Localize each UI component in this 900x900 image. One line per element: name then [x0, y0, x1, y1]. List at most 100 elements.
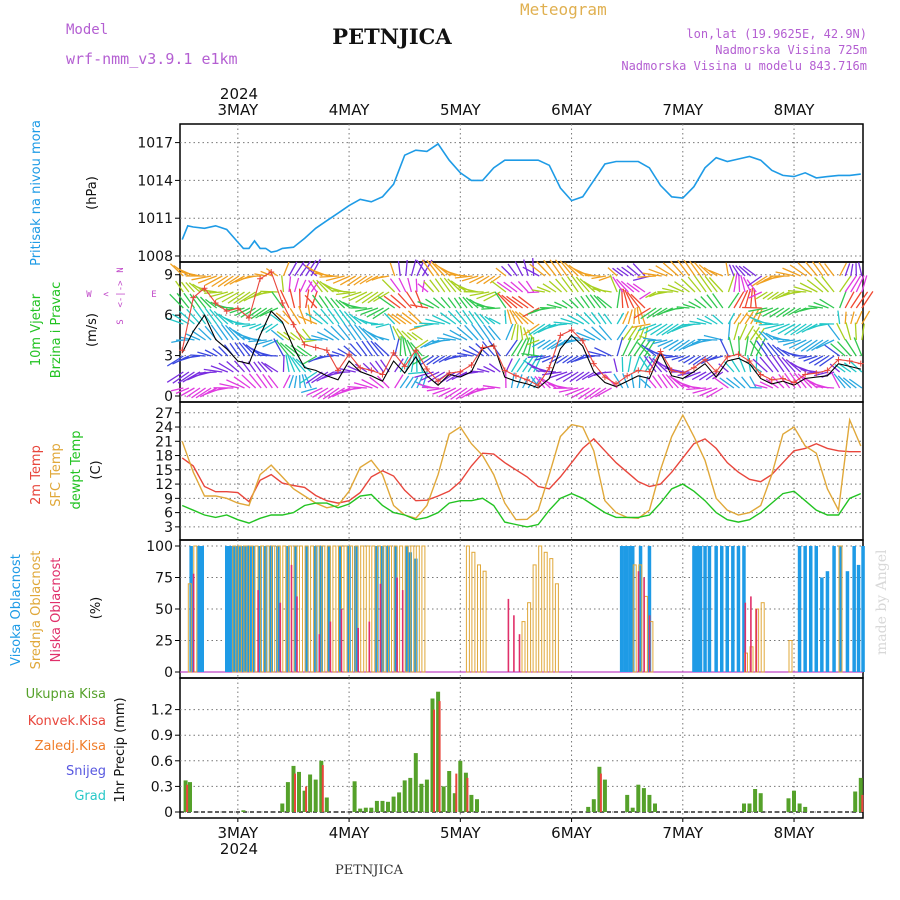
wind-arrow: [837, 341, 852, 357]
wind-arrow: [510, 338, 523, 357]
wind-arrow: [633, 325, 642, 341]
wind-arrow: [808, 355, 824, 364]
wind-arrow: [483, 275, 496, 285]
gust-marker: [791, 379, 798, 386]
wind-arrow: [218, 362, 234, 373]
wind-arrow: [456, 326, 473, 341]
mid-cloud-bar: [310, 545, 315, 673]
wind-arrow: [370, 340, 385, 357]
convective-rain-bar: [599, 773, 602, 812]
wind-arrow: [204, 307, 218, 325]
wind-arrow: [692, 387, 712, 394]
precip-legend-3: Snijeg: [66, 764, 106, 779]
wind-arrow: [546, 303, 562, 309]
wind-arrow: [370, 323, 384, 326]
y-tick-label: 0: [164, 805, 173, 821]
high-cloud-bar: [228, 546, 232, 672]
wind-arrow: [713, 376, 729, 389]
high-cloud-bar: [380, 546, 385, 672]
wind-arrow: [406, 339, 418, 357]
wind-arrow: [457, 352, 473, 357]
wind-arrow: [839, 262, 847, 277]
wind-arrow: [556, 355, 568, 364]
wind-arrow: [367, 291, 384, 304]
mid-cloud-bar: [404, 545, 409, 673]
day-label-bottom: 6MAY: [551, 824, 593, 842]
wind-arrow: [199, 387, 218, 398]
day-label-top: 7MAY: [662, 101, 704, 119]
wind-arrow: [570, 355, 585, 364]
high-cloud-bar: [238, 546, 242, 672]
wind-arrow: [310, 280, 320, 293]
wind-arrow: [304, 294, 318, 309]
total-rain-bar: [586, 806, 591, 812]
wind-arrow: [562, 371, 579, 383]
pressure-unit-label: (hPa): [85, 176, 100, 210]
wind-arrow: [800, 339, 818, 352]
low-cloud-bar: [357, 627, 359, 672]
gust-marker: [234, 305, 241, 312]
wind-arrow: [490, 280, 507, 293]
y-tick-label: 9: [164, 268, 173, 284]
wind-arrow: [861, 323, 865, 341]
wind-arrow: [811, 339, 829, 351]
total-rain-bar: [363, 807, 368, 812]
wind-arrow: [398, 277, 407, 293]
wind-arrow: [747, 275, 763, 287]
wind-arrow: [299, 371, 318, 384]
y-tick-label: 18: [155, 449, 173, 465]
wind-arrow: [343, 310, 357, 325]
wind-arrow: [800, 368, 818, 373]
wind-arrow: [838, 363, 852, 373]
wind-arrow: [468, 345, 485, 357]
wind-arrow: [718, 363, 729, 373]
wind-arrow: [463, 371, 479, 375]
wind-arrow: [652, 307, 668, 318]
wind-arrow: [374, 342, 390, 357]
total-rain-bar: [447, 771, 452, 812]
wind-arrow: [416, 339, 429, 349]
page-title: PETNJICA: [332, 24, 452, 49]
wind-arrow: [523, 323, 540, 336]
wind-arrow: [855, 275, 865, 293]
gust-marker: [390, 349, 397, 356]
gust-marker: [802, 371, 809, 378]
wind-arrow: [416, 260, 429, 277]
wind-arrow: [613, 358, 618, 373]
wind-arrow: [347, 386, 367, 389]
wind-arrow: [312, 310, 329, 325]
wind-arrow: [631, 323, 651, 329]
wind-arrow: [741, 376, 752, 389]
wind-arrow: [316, 371, 334, 382]
high-cloud-bar: [394, 546, 398, 672]
wind-arrow: [803, 307, 818, 310]
wind-arrow: [630, 373, 635, 389]
high-cloud-bar: [619, 546, 624, 672]
gust-marker: [557, 332, 564, 339]
wind-arrow: [369, 376, 384, 389]
wind-arrow: [505, 358, 513, 373]
gust-marker: [290, 321, 297, 328]
wind-arrow: [228, 326, 245, 341]
wind-arrow: [425, 298, 440, 309]
wind-arrow: [596, 295, 613, 309]
high-cloud-bar: [707, 546, 712, 672]
gust-marker: [546, 364, 553, 371]
low-cloud-bar: [401, 590, 404, 672]
wind-arrow: [797, 373, 813, 389]
wind-arrow: [310, 290, 318, 309]
mid-cloud-bar: [249, 545, 253, 673]
total-rain-bar: [302, 790, 307, 812]
high-cloud-bar: [832, 546, 836, 672]
wind-arrow: [753, 288, 757, 309]
wind-arrow: [432, 314, 451, 325]
wind-arrow: [622, 337, 632, 357]
wind-arrow: [652, 339, 668, 345]
wind-arrow: [430, 261, 446, 277]
wind-arrow: [749, 376, 757, 389]
total-rain-bar: [183, 780, 188, 812]
wind-arrow: [814, 355, 829, 366]
wind-arrow: [288, 374, 295, 389]
wind-arrow: [771, 355, 785, 373]
wind-arrow: [365, 275, 379, 283]
